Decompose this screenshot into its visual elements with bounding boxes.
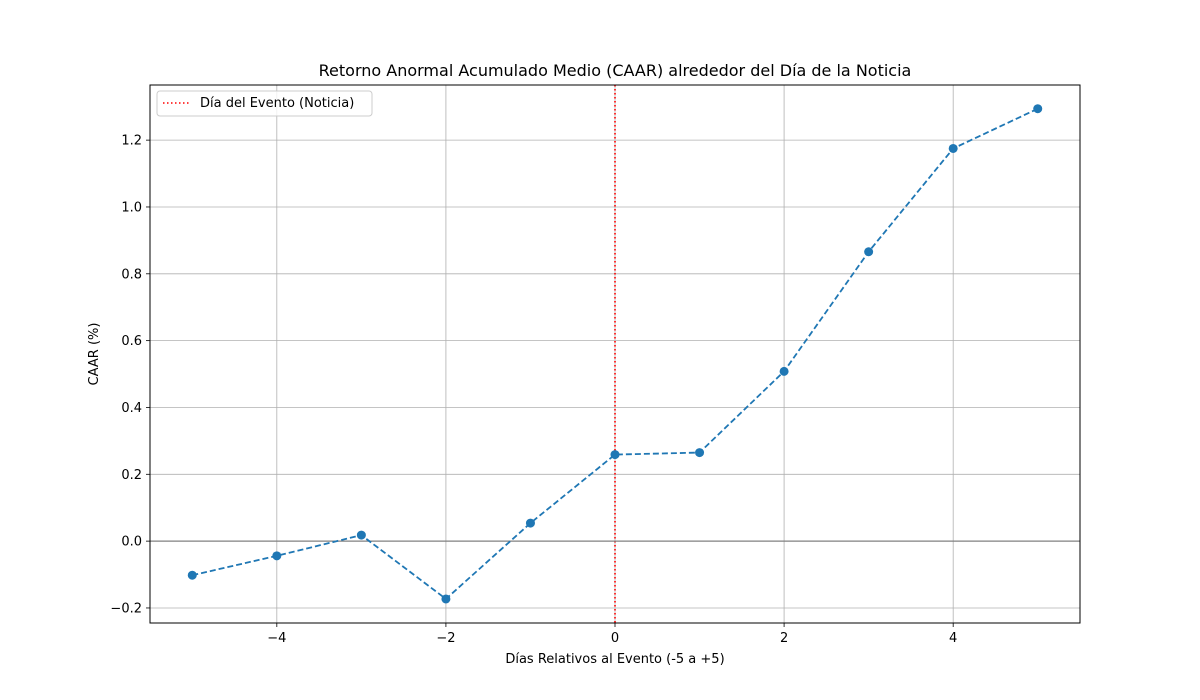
x-axis-label: Días Relativos al Evento (-5 a +5) (505, 652, 724, 667)
series-layer (187, 104, 1043, 604)
y-tick-label: 0.4 (121, 401, 142, 416)
caar-data-point (1033, 104, 1043, 114)
x-tick-label: −4 (267, 631, 286, 646)
y-axis-label: CAAR (%) (87, 323, 102, 386)
caar-data-point (356, 530, 366, 540)
legend-label-event-day: Día del Evento (Noticia) (200, 96, 354, 111)
x-axis-ticks: −4 −2 0 2 4 (267, 623, 957, 646)
y-tick-label: 0.8 (121, 267, 142, 282)
caar-data-point (525, 518, 535, 528)
caar-data-point (187, 570, 197, 580)
legend-box (156, 90, 373, 117)
x-tick-label: 4 (949, 631, 957, 646)
caar-data-point (948, 143, 958, 153)
caar-data-point (695, 448, 705, 458)
y-tick-label: −0.2 (110, 601, 142, 616)
x-tick-label: 0 (611, 631, 619, 646)
x-tick-label: −2 (436, 631, 455, 646)
caar-data-point (441, 594, 451, 604)
x-tick-label: 2 (780, 631, 788, 646)
y-tick-label: 0.2 (121, 468, 142, 483)
chart-title: Retorno Anormal Acumulado Medio (CAAR) a… (319, 61, 912, 80)
y-axis-ticks: −0.2 0.0 0.2 0.4 0.6 0.8 1.0 1.2 (110, 134, 150, 616)
legend: Día del Evento (Noticia) (156, 90, 373, 117)
caar-data-point (779, 366, 789, 376)
y-tick-label: 1.0 (121, 200, 142, 215)
reference-lines (150, 85, 1080, 623)
caar-data-point (272, 551, 282, 561)
caar-data-point (610, 450, 620, 460)
y-tick-label: 0.0 (121, 535, 142, 550)
y-tick-label: 1.2 (121, 134, 142, 149)
y-tick-label: 0.6 (121, 334, 142, 349)
caar-series-line (192, 107, 1039, 601)
caar-data-point (864, 247, 874, 257)
